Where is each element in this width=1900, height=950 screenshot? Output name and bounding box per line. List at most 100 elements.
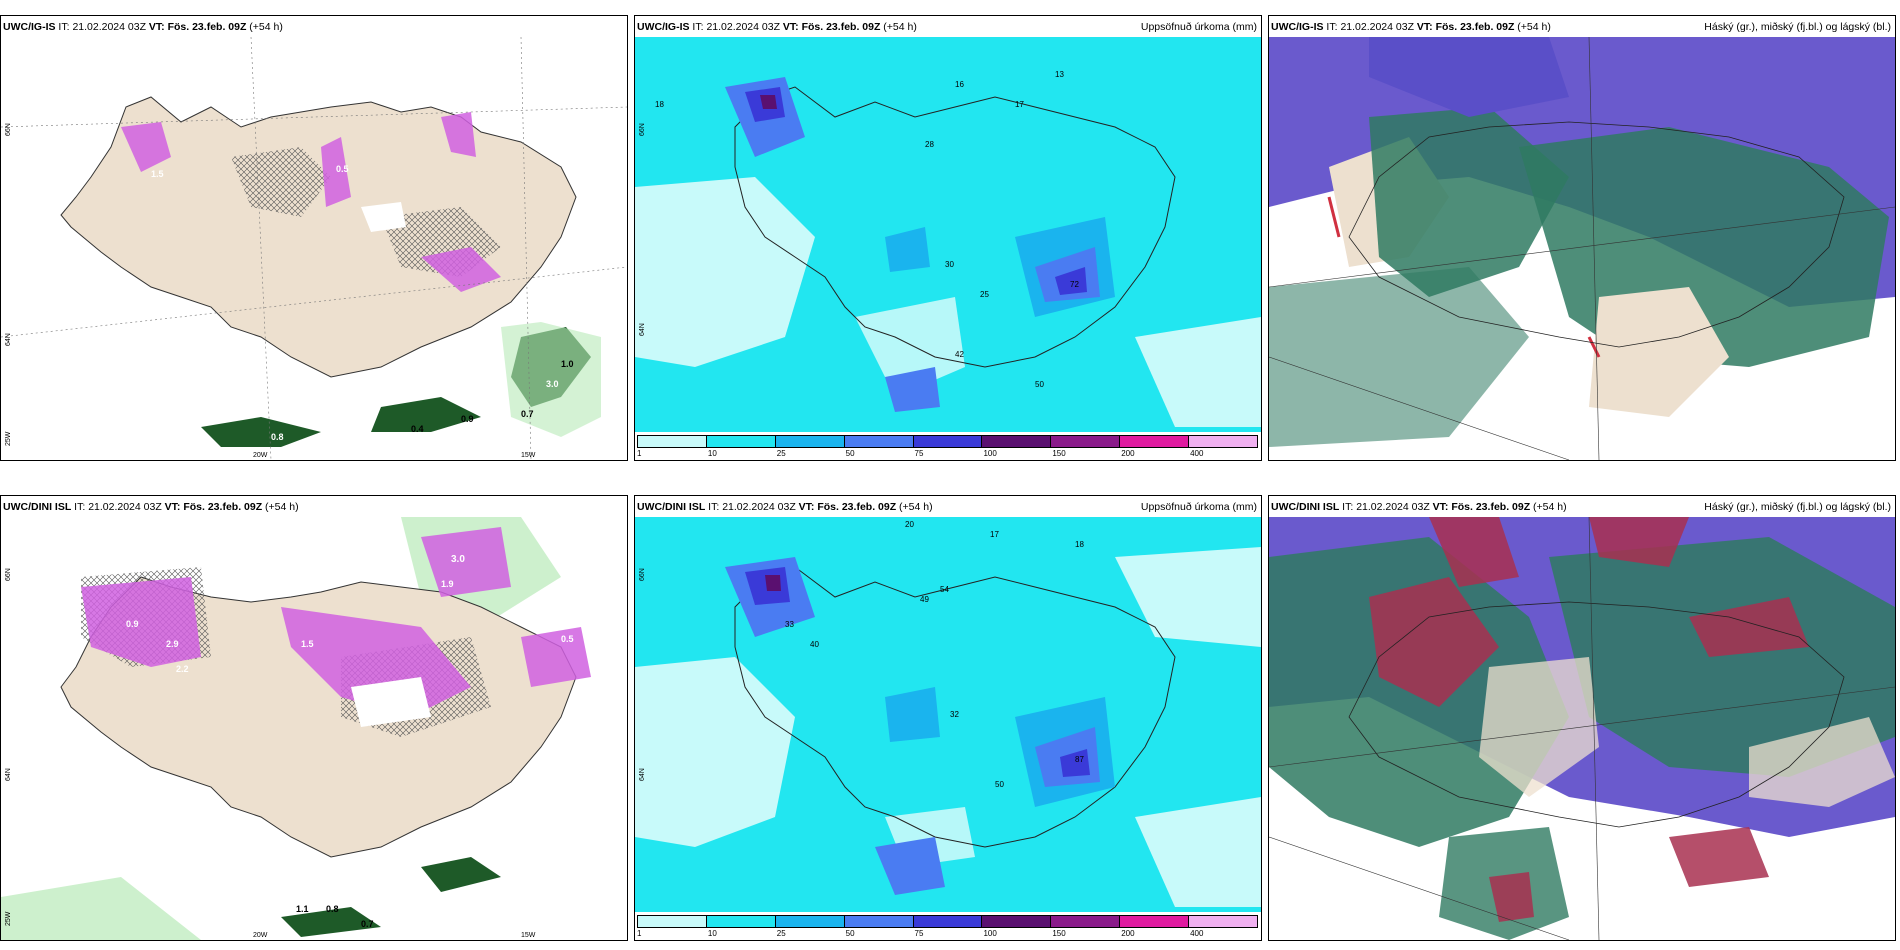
precip-value: 42 [955, 350, 964, 359]
colorbar-label: 400 [1190, 449, 1204, 458]
panel-header: UWC/IG-IS IT: 21.02.2024 03Z VT: Fös. 23… [1269, 16, 1895, 37]
colorbar-label: 25 [776, 449, 786, 458]
vt-label: VT: [1416, 21, 1433, 33]
lat-label: 25W [5, 911, 12, 926]
colorbar-swatch [637, 915, 707, 928]
precip-value: 49 [920, 595, 929, 604]
panel-header: UWC/DINI ISL IT: 21.02.2024 03Z VT: Fös.… [1, 496, 627, 517]
panel-header: UWC/IG-IS IT: 21.02.2024 03Z VT: Fös. 23… [1, 16, 627, 37]
vt-label: VT: [148, 21, 165, 33]
lat-label: 64N [639, 768, 646, 781]
it-label: IT: [58, 21, 70, 33]
lat-label: 66N [5, 123, 12, 136]
it-label: IT: [708, 501, 720, 513]
it-label: IT: [1326, 21, 1338, 33]
it-label: IT: [74, 501, 86, 513]
precip-value: 13 [1055, 70, 1064, 79]
lat-label: 66N [639, 123, 646, 136]
value-label: 2.9 [166, 639, 179, 649]
header-left: UWC/IG-IS IT: 21.02.2024 03Z VT: Fös. 23… [637, 21, 917, 33]
model-name: UWC/DINI ISL [1271, 501, 1340, 513]
panel-dini-cloud: UWC/DINI ISL IT: 21.02.2024 03Z VT: Fös.… [0, 495, 628, 941]
lead-time: (+54 h) [249, 21, 283, 33]
precip-value: 32 [950, 710, 959, 719]
precip-value: 20 [905, 520, 914, 529]
precip-value: 33 [785, 620, 794, 629]
panel-ig-cloud: UWC/IG-IS IT: 21.02.2024 03Z VT: Fös. 23… [0, 15, 628, 461]
header-left: UWC/DINI ISL IT: 21.02.2024 03Z VT: Fös.… [3, 501, 299, 513]
colorbar-label: 100 [983, 449, 997, 458]
colorbar-label: 10 [707, 449, 717, 458]
vt-value: Fös. 23.feb. 09Z [1451, 501, 1531, 513]
value-label: 2.2 [176, 664, 189, 674]
lat-label: 66N [5, 568, 12, 581]
colorbar-label: 50 [845, 929, 855, 938]
map-area: 20 17 18 33 40 49 54 32 50 87 [635, 517, 1261, 940]
colorbar-swatch [912, 915, 983, 928]
panel-header: UWC/DINI ISL IT: 21.02.2024 03Z VT: Fös.… [1269, 496, 1895, 517]
precip-value: 18 [655, 100, 664, 109]
vt-value: Fös. 23.feb. 09Z [801, 21, 881, 33]
lead-time: (+54 h) [899, 501, 933, 513]
panel-dini-precip: UWC/DINI ISL IT: 21.02.2024 03Z VT: Fös.… [634, 495, 1262, 941]
lat-label: 64N [5, 768, 12, 781]
precip-value: 17 [1015, 100, 1024, 109]
vt-label: VT: [798, 501, 815, 513]
colorbar-label: 1 [637, 449, 642, 458]
it-value: 21.02.2024 03Z [1340, 21, 1414, 33]
panel-header: UWC/DINI ISL IT: 21.02.2024 03Z VT: Fös.… [635, 496, 1261, 517]
colorbar-label: 400 [1190, 929, 1204, 938]
colorbar: 1 10 25 50 75 100 150 200 400 [635, 912, 1261, 940]
header-left: UWC/IG-IS IT: 21.02.2024 03Z VT: Fös. 23… [3, 21, 283, 33]
colorbar-swatch [1050, 915, 1121, 928]
precip-value: 72 [1070, 280, 1079, 289]
model-name: UWC/DINI ISL [3, 501, 72, 513]
colorbar: 1 10 25 50 75 100 150 200 400 [635, 432, 1261, 460]
colorbar-swatch [1050, 435, 1121, 448]
lead-time: (+54 h) [883, 21, 917, 33]
value-label: 0.8 [326, 904, 339, 914]
vt-value: Fös. 23.feb. 09Z [817, 501, 897, 513]
precip-value: 16 [955, 80, 964, 89]
iceland-outline [1348, 121, 1845, 348]
panel-header: UWC/IG-IS IT: 21.02.2024 03Z VT: Fös. 23… [635, 16, 1261, 37]
colorbar-label: 10 [707, 929, 717, 938]
precip-value: 54 [940, 585, 949, 594]
precip-value: 18 [1075, 540, 1084, 549]
iceland-outline [734, 86, 1176, 368]
it-value: 21.02.2024 03Z [88, 501, 162, 513]
colorbar-label: 75 [914, 929, 924, 938]
map-area: 1.5 0.5 1.0 0.8 3.0 0.7 0.9 0.4 [1, 37, 627, 460]
value-label: 0.5 [561, 634, 574, 644]
map-area: 3.0 1.9 2.9 1.5 0.9 2.2 0.5 1.1 0.8 0.7 [1, 517, 627, 940]
precip-value: 87 [1075, 755, 1084, 764]
it-label: IT: [692, 21, 704, 33]
model-name: UWC/DINI ISL [637, 501, 706, 513]
precip-value: 28 [925, 140, 934, 149]
precip-value: 25 [980, 290, 989, 299]
precip-value: 30 [945, 260, 954, 269]
precip-value: 50 [995, 780, 1004, 789]
value-label: 0.5 [336, 164, 349, 174]
colorbar-label: 50 [845, 449, 855, 458]
value-label: 0.8 [271, 432, 284, 442]
value-label: 3.0 [546, 379, 559, 389]
lat-label: 64N [5, 333, 12, 346]
map-area: 18 16 28 17 13 30 25 42 50 72 [635, 37, 1261, 460]
value-label: 1.9 [441, 579, 454, 589]
colorbar-label: 25 [776, 929, 786, 938]
lat-label: 64N [639, 323, 646, 336]
model-name: UWC/IG-IS [1271, 21, 1324, 33]
colorbar-swatch [843, 915, 914, 928]
colorbar-label: 75 [914, 449, 924, 458]
it-value: 21.02.2024 03Z [722, 501, 796, 513]
value-label: 0.7 [361, 919, 374, 929]
colorbar-label: 200 [1121, 929, 1135, 938]
colorbar-swatch [774, 435, 845, 448]
precip-value: 50 [1035, 380, 1044, 389]
header-left: UWC/DINI ISL IT: 21.02.2024 03Z VT: Fös.… [1271, 501, 1567, 513]
model-name: UWC/IG-IS [637, 21, 690, 33]
vt-label: VT: [1432, 501, 1449, 513]
model-name: UWC/IG-IS [3, 21, 56, 33]
lon-label: 20W [253, 452, 268, 459]
